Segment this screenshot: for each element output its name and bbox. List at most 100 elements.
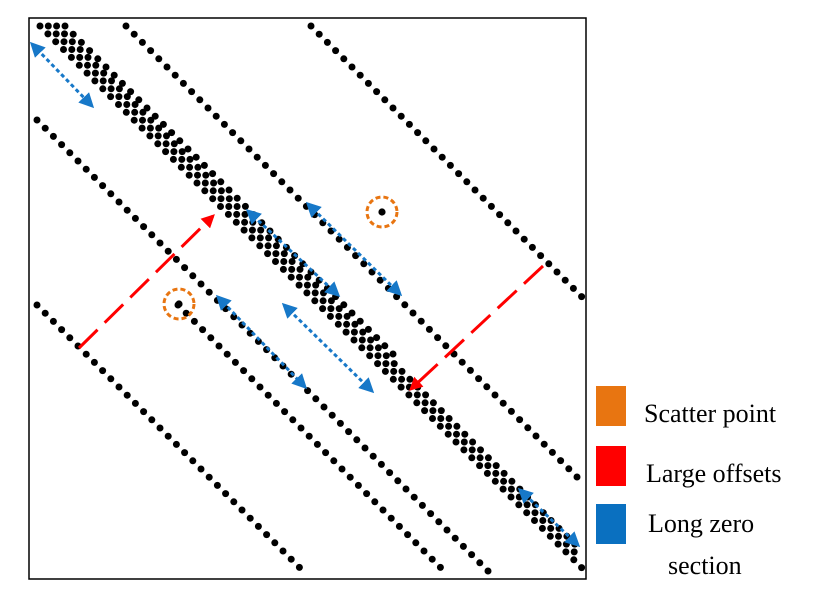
- band-dot: [163, 132, 170, 140]
- scatter-dot: [378, 208, 386, 216]
- diagonal-dot: [304, 387, 312, 395]
- band-dot: [60, 38, 68, 46]
- band-dot: [68, 38, 76, 46]
- diagonal-dot: [418, 501, 426, 509]
- diagonal-dot: [231, 358, 239, 366]
- band-dot: [507, 493, 515, 501]
- band-dot: [311, 297, 319, 305]
- band-dot: [374, 344, 382, 352]
- diagonal-dot: [286, 186, 294, 194]
- diagonal-dot: [402, 485, 410, 493]
- band-dot: [366, 344, 374, 352]
- band-dot: [154, 132, 162, 140]
- diagonal-dot: [148, 416, 156, 424]
- diagonal-dot: [196, 96, 204, 104]
- band-dot: [350, 328, 358, 336]
- diagonal-dot: [90, 173, 98, 181]
- diagonal-dot: [476, 559, 484, 567]
- diagonal-dot: [74, 157, 82, 165]
- diagonal-dot: [256, 383, 264, 391]
- diagonal-dot: [507, 407, 515, 415]
- band-dot: [76, 53, 84, 61]
- diagonal-dot: [573, 473, 581, 481]
- diagonal-dot: [346, 473, 354, 481]
- band-dot: [421, 399, 429, 407]
- band-dot: [123, 93, 131, 101]
- diagonal-dot: [156, 424, 164, 432]
- band-dot: [248, 226, 256, 234]
- diagonal-dot: [86, 47, 94, 55]
- band-dot: [342, 328, 350, 336]
- diagonal-dot: [222, 490, 230, 498]
- diagonal-dot: [189, 457, 197, 465]
- band-dot: [366, 352, 374, 360]
- diagonal-dot: [504, 219, 512, 227]
- diagonal-dot: [313, 440, 321, 448]
- diagonal-dot: [484, 567, 492, 575]
- band-dot: [319, 305, 327, 313]
- diagonal-dot: [312, 395, 320, 403]
- diagonal-dot: [381, 342, 389, 350]
- diagonal-dot: [122, 22, 130, 30]
- diagonal-dot: [197, 465, 205, 473]
- diagonal-dot: [428, 555, 436, 563]
- scatter-ring: [162, 287, 196, 321]
- diagonal-dot: [389, 104, 397, 112]
- scatter-point-upper: [365, 195, 399, 229]
- diagonal-dot: [434, 334, 442, 342]
- band-dot: [477, 446, 484, 454]
- diagonal-dot: [263, 531, 271, 539]
- diagonal-dot: [323, 38, 331, 46]
- band-dot: [202, 171, 210, 179]
- diagonal-dot: [516, 416, 524, 424]
- diagonal-dot: [294, 194, 302, 202]
- diagonal-dot: [171, 71, 179, 79]
- diagonal-dot: [123, 391, 131, 399]
- diagonal-dot: [491, 391, 499, 399]
- diagonal-dot: [225, 186, 233, 194]
- diagonal-dot: [436, 563, 444, 571]
- diagonal-dot: [320, 403, 328, 411]
- diagonal-dot: [569, 284, 577, 292]
- diagonal-dot: [102, 63, 110, 71]
- band-dot: [445, 422, 453, 430]
- band-dot: [390, 367, 398, 375]
- band-dot: [130, 116, 138, 124]
- diagonal-dot: [446, 161, 454, 169]
- diagonal-dot: [330, 457, 338, 465]
- diagonal-dot: [394, 477, 402, 485]
- diagonal-dot: [66, 149, 74, 157]
- diagonal-dot: [223, 350, 231, 358]
- diagonal-dot: [217, 178, 225, 186]
- diagonal-dot: [397, 112, 405, 120]
- diagonal-dot: [354, 481, 362, 489]
- band-dot: [389, 375, 397, 383]
- diagonal-dot: [336, 419, 344, 427]
- diagonal-dot: [107, 375, 115, 383]
- band-dot: [350, 336, 358, 344]
- diagonal-dot: [179, 79, 187, 87]
- diagonal-dot: [410, 493, 418, 501]
- band-dot: [476, 462, 484, 470]
- diagonal-dot: [561, 276, 569, 284]
- diagonal-dot: [271, 539, 279, 547]
- band-dot: [515, 501, 523, 509]
- diagonal-dot: [532, 432, 540, 440]
- band-dot: [193, 179, 201, 187]
- band-dot: [429, 415, 436, 422]
- band-dot: [84, 61, 91, 69]
- band-dot: [437, 407, 445, 415]
- band-dot: [115, 93, 123, 101]
- band-dot: [115, 85, 123, 93]
- band-dot: [91, 69, 99, 77]
- band-dot: [76, 46, 84, 53]
- band-dot: [256, 242, 264, 250]
- band-dot: [413, 399, 421, 407]
- band-dot: [123, 101, 131, 108]
- band-dot: [484, 454, 492, 462]
- diagonal-dot: [466, 366, 474, 374]
- diagonal-dot: [401, 301, 409, 309]
- diagonal-dot: [135, 96, 143, 104]
- band-dot: [178, 148, 186, 156]
- band-dot: [217, 195, 225, 203]
